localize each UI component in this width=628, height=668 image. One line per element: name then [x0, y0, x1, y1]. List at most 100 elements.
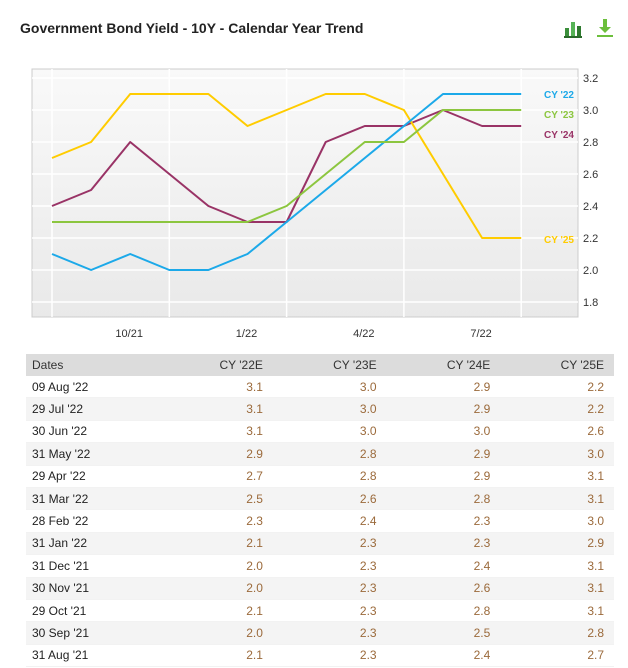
- table-row: 28 Feb '22 2.3 2.4 2.3 3.0: [26, 509, 614, 533]
- table-row: 09 Aug '22 3.1 3.0 2.9 2.2: [26, 376, 614, 399]
- value-cell: 2.9: [386, 465, 501, 488]
- value-cell: 2.3: [272, 621, 387, 645]
- value-cell: 2.3: [272, 599, 387, 623]
- table-row: 31 Mar '22 2.5 2.6 2.8 3.1: [26, 487, 614, 511]
- date-cell: 29 Oct '21: [26, 599, 160, 623]
- table-row: 30 Sep '21 2.0 2.3 2.5 2.8: [26, 621, 614, 645]
- value-cell: 2.3: [272, 532, 387, 556]
- bar-chart-icon[interactable]: [564, 18, 582, 38]
- value-cell: 2.8: [272, 465, 387, 488]
- value-cell: 2.4: [272, 509, 387, 533]
- date-cell: 31 Aug '21: [26, 644, 160, 668]
- y-tick-label: 2.0: [583, 265, 598, 277]
- table-row: 30 Nov '21 2.0 2.3 2.6 3.1: [26, 577, 614, 600]
- date-cell: 31 May '22: [26, 442, 160, 466]
- value-cell: 3.0: [272, 397, 387, 421]
- table-row: 30 Jun '22 3.1 3.0 3.0 2.6: [26, 420, 614, 444]
- value-cell: 3.1: [500, 599, 614, 623]
- value-cell: 2.3: [272, 577, 387, 600]
- download-icon[interactable]: [596, 18, 614, 38]
- value-cell: 3.0: [500, 509, 614, 533]
- value-cell: 2.5: [386, 621, 501, 645]
- table-row: 29 Apr '22 2.7 2.8 2.9 3.1: [26, 465, 614, 488]
- value-cell: 2.1: [159, 599, 273, 623]
- value-cell: 2.4: [386, 644, 501, 668]
- value-cell: 3.0: [386, 420, 501, 444]
- value-cell: 3.0: [500, 442, 614, 466]
- value-cell: 3.1: [500, 465, 614, 488]
- dates-column-header: Dates: [26, 354, 160, 376]
- x-tick-label: 1/22: [236, 328, 257, 340]
- value-cell: 2.9: [386, 397, 501, 421]
- series-column-header: CY '24E: [386, 354, 501, 376]
- value-cell: 2.2: [500, 376, 614, 399]
- table-header-row: Dates CY '22E CY '23E CY '24E CY '25E: [26, 354, 614, 376]
- y-tick-label: 2.8: [583, 137, 598, 149]
- value-cell: 2.0: [159, 554, 273, 578]
- value-cell: 2.7: [159, 465, 273, 488]
- value-cell: 2.9: [386, 442, 501, 466]
- line-chart: 3.2 3.0 2.8 2.6 2.4 2.2 2.0 1.8 10/21 1/22 4/22 7/2…: [31, 68, 598, 340]
- page-title: Government Bond Yield - 10Y - Calendar Y…: [20, 20, 364, 36]
- y-tick-label: 3.2: [583, 73, 598, 85]
- value-cell: 2.0: [159, 577, 273, 600]
- value-cell: 2.8: [272, 442, 387, 466]
- series-line: [52, 109, 522, 223]
- legend-label: CY '22: [544, 90, 574, 101]
- date-cell: 09 Aug '22: [26, 376, 160, 399]
- series-column-header: CY '25E: [500, 354, 614, 376]
- value-cell: 2.3: [386, 509, 501, 533]
- plot-area: [31, 68, 579, 318]
- value-cell: 2.6: [272, 487, 387, 511]
- value-cell: 2.6: [500, 420, 614, 444]
- value-cell: 2.3: [272, 554, 387, 578]
- x-tick-label: 4/22: [353, 328, 374, 340]
- value-cell: 2.1: [159, 532, 273, 556]
- value-cell: 2.0: [159, 621, 273, 645]
- value-cell: 2.1: [159, 644, 273, 668]
- value-cell: 3.1: [500, 554, 614, 578]
- x-tick-label: 7/22: [470, 328, 491, 340]
- value-cell: 2.5: [159, 487, 273, 511]
- date-cell: 31 Dec '21: [26, 554, 160, 578]
- date-cell: 29 Jul '22: [26, 397, 160, 421]
- value-cell: 3.1: [159, 376, 273, 399]
- date-cell: 29 Apr '22: [26, 465, 160, 488]
- value-cell: 2.7: [500, 644, 614, 668]
- value-cell: 2.9: [500, 532, 614, 556]
- value-cell: 3.1: [159, 397, 273, 421]
- x-tick-label: 10/21: [115, 328, 143, 340]
- y-tick-label: 2.6: [583, 169, 598, 181]
- value-cell: 3.1: [159, 420, 273, 444]
- date-cell: 31 Mar '22: [26, 487, 160, 511]
- date-cell: 30 Sep '21: [26, 621, 160, 645]
- date-cell: 28 Feb '22: [26, 509, 160, 533]
- value-cell: 2.8: [386, 487, 501, 511]
- value-cell: 2.3: [386, 532, 501, 556]
- value-cell: 2.9: [386, 376, 501, 399]
- series-line: [51, 93, 522, 271]
- date-cell: 30 Jun '22: [26, 420, 160, 444]
- table-row: 29 Oct '21 2.1 2.3 2.8 3.1: [26, 599, 614, 623]
- value-cell: 2.9: [159, 442, 273, 466]
- value-cell: 3.1: [500, 487, 614, 511]
- y-tick-label: 3.0: [583, 105, 598, 117]
- series-column-header: CY '22E: [159, 354, 273, 376]
- date-cell: 30 Nov '21: [26, 577, 160, 600]
- value-cell: 3.0: [272, 376, 387, 399]
- data-table: Dates CY '22E CY '23E CY '24E CY '25E 09 Aug…: [26, 354, 614, 668]
- y-tick-label: 1.8: [583, 297, 598, 309]
- value-cell: 3.0: [272, 420, 387, 444]
- value-cell: 2.8: [386, 599, 501, 623]
- series-line: [51, 93, 522, 239]
- date-cell: 31 Jan '22: [26, 532, 160, 556]
- y-tick-label: 2.2: [583, 233, 598, 245]
- value-cell: 2.4: [386, 554, 501, 578]
- value-cell: 2.2: [500, 397, 614, 421]
- legend-label: CY '23: [544, 110, 574, 121]
- chart-toolbar: [564, 18, 614, 38]
- value-cell: 2.3: [272, 644, 387, 668]
- table-row: 31 May '22 2.9 2.8 2.9 3.0: [26, 442, 614, 466]
- value-cell: 2.8: [500, 621, 614, 645]
- table-row: 31 Dec '21 2.0 2.3 2.4 3.1: [26, 554, 614, 578]
